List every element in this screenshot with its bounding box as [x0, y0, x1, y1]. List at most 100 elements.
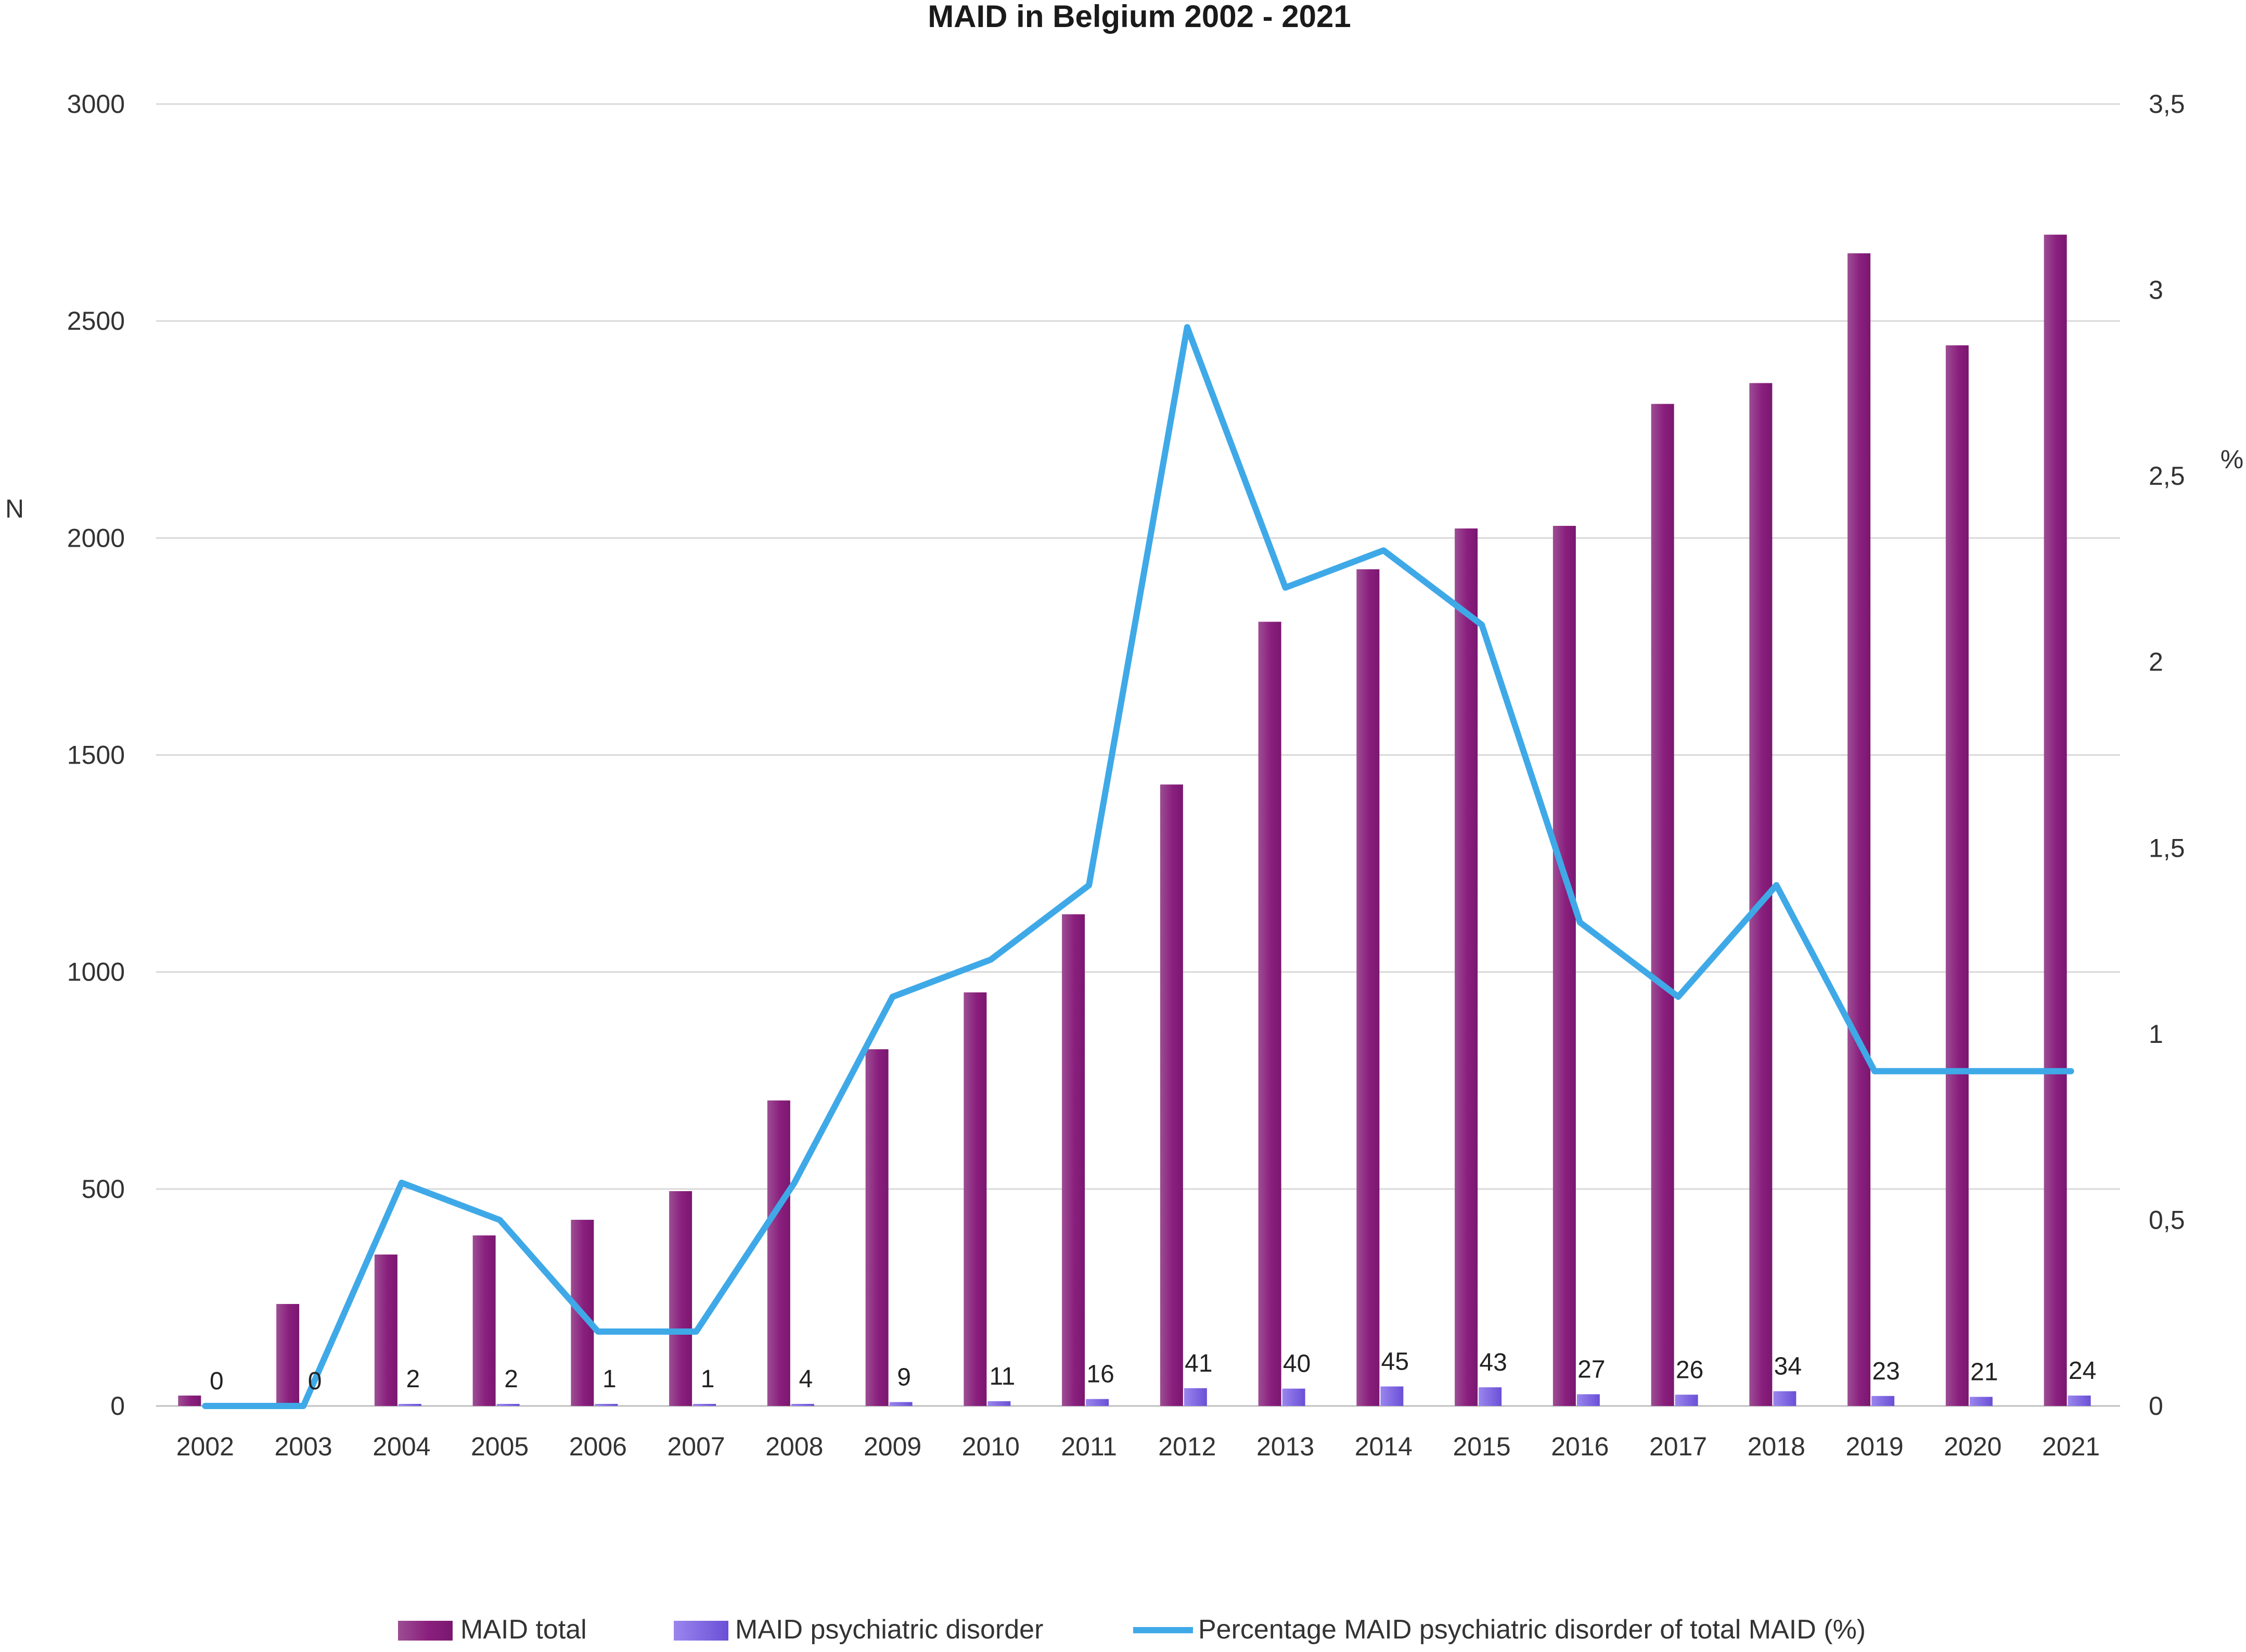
x-tick-label: 2012 [1158, 1432, 1216, 1461]
bar-maid-psychiatric [1969, 1397, 1993, 1406]
x-tick-label: 2003 [275, 1432, 332, 1461]
y-tick-label: 1000 [67, 958, 125, 987]
x-tick-label: 2014 [1355, 1432, 1413, 1461]
bar-maid-total [1847, 253, 1871, 1406]
y2-tick-label: 3,5 [2149, 89, 2185, 119]
bar-maid-psychiatric [889, 1402, 913, 1406]
bar-maid-psychiatric [987, 1401, 1011, 1406]
legend-label-percentage-line: Percentage MAID psychiatric disorder of … [1198, 1615, 1866, 1645]
data-label-psychiatric: 1 [701, 1365, 715, 1393]
bar-maid-psychiatric [1282, 1388, 1305, 1406]
legend-label-maid-total: MAID total [460, 1615, 587, 1645]
y-tick-label: 500 [82, 1175, 125, 1204]
legend-item-maid-psychiatric: MAID psychiatric disorder [674, 1615, 1043, 1645]
bar-maid-total [1356, 569, 1380, 1406]
bar-maid-total [472, 1235, 496, 1406]
bar-maid-total [1651, 404, 1674, 1406]
x-tick-label: 2016 [1551, 1432, 1609, 1461]
gridlines [156, 103, 2120, 1407]
bar-maid-total [1062, 914, 1085, 1406]
data-label-psychiatric: 2 [406, 1365, 420, 1393]
bar-maid-total [1552, 525, 1576, 1406]
bar-maid-psychiatric [1773, 1391, 1796, 1406]
series-percentage-line [202, 324, 2074, 1409]
y-tick-label: 2000 [67, 523, 125, 552]
y-axis-right: 0 0,5 1 1,5 2 2,5 3 3,5 [2149, 89, 2185, 1421]
y-axis-left-label: N [5, 494, 24, 523]
y-axis-left: 0 500 1000 1500 2000 2500 3000 [67, 89, 125, 1421]
x-tick-label: 2011 [1061, 1432, 1117, 1461]
data-label-psychiatric: 4 [799, 1365, 813, 1393]
data-label-psychiatric: 2 [504, 1365, 518, 1393]
y-axis-right-label: % [2221, 445, 2243, 474]
line-percentage [202, 324, 2074, 1409]
data-label-psychiatric: 26 [1676, 1356, 1703, 1384]
data-label-psychiatric: 45 [1381, 1348, 1409, 1375]
y-tick-label: 3000 [67, 89, 125, 119]
bar-maid-psychiatric [1479, 1387, 1502, 1406]
y2-tick-label: 1 [2149, 1019, 2163, 1049]
x-tick-label: 2015 [1453, 1432, 1511, 1461]
bar-maid-total [1455, 528, 1478, 1406]
bar-maid-total [767, 1100, 790, 1406]
x-tick-label: 2002 [176, 1432, 234, 1461]
chart-title: MAID in Belgium 2002 - 2021 [928, 0, 1351, 34]
x-tick-label: 2006 [569, 1432, 627, 1461]
data-label-psychiatric: 27 [1577, 1356, 1605, 1383]
data-label-psychiatric: 40 [1283, 1350, 1311, 1378]
bar-maid-total [964, 992, 987, 1406]
data-labels: 0 0 2 2 1 1 4 9 11 16 41 40 45 43 27 26 34 23 21 24 [210, 1348, 2096, 1395]
y-tick-label: 0 [110, 1391, 125, 1421]
x-tick-label: 2018 [1748, 1432, 1805, 1461]
x-tick-label: 2005 [471, 1432, 529, 1461]
data-label-psychiatric: 24 [2069, 1357, 2096, 1385]
bar-maid-psychiatric [1576, 1394, 1600, 1406]
legend-label-maid-psychiatric: MAID psychiatric disorder [735, 1615, 1043, 1645]
x-tick-label: 2019 [1846, 1432, 1904, 1461]
bar-maid-total [865, 1049, 889, 1406]
y2-tick-label: 2,5 [2149, 461, 2185, 491]
bar-maid-total [276, 1303, 300, 1406]
data-label-psychiatric: 9 [897, 1363, 911, 1391]
bar-maid-total [669, 1191, 692, 1406]
x-axis: 2002 2003 2004 2005 2006 2007 2008 2009 2010 2011… [176, 1432, 2100, 1461]
y-tick-label: 1500 [67, 741, 125, 770]
bar-maid-psychiatric [2068, 1395, 2091, 1406]
x-tick-label: 2021 [2042, 1432, 2100, 1461]
data-label-psychiatric: 1 [602, 1365, 617, 1393]
data-label-psychiatric: 11 [989, 1363, 1015, 1390]
bar-maid-psychiatric [1675, 1395, 1698, 1406]
data-label-psychiatric: 43 [1479, 1349, 1507, 1376]
x-tick-label: 2009 [864, 1432, 921, 1461]
bar-maid-total [1945, 345, 1969, 1406]
data-label-psychiatric: 23 [1872, 1358, 1900, 1385]
y2-tick-label: 0 [2149, 1391, 2163, 1421]
bar-maid-psychiatric [1380, 1386, 1404, 1406]
x-tick-label: 2020 [1944, 1432, 2001, 1461]
legend-swatch-maid-psychiatric [674, 1621, 728, 1641]
bar-maid-total [1160, 784, 1183, 1406]
bar-maid-psychiatric [693, 1404, 716, 1406]
data-label-psychiatric: 0 [308, 1367, 322, 1395]
bar-maid-total [2044, 235, 2067, 1406]
y-tick-label: 2500 [67, 306, 125, 335]
series-maid-total [178, 235, 2067, 1406]
x-tick-label: 2010 [962, 1432, 1020, 1461]
bar-maid-psychiatric [1086, 1399, 1109, 1406]
bar-maid-psychiatric [791, 1404, 814, 1406]
bar-maid-psychiatric [595, 1404, 618, 1406]
y2-tick-label: 1,5 [2149, 833, 2185, 862]
y2-tick-label: 3 [2149, 276, 2163, 305]
x-tick-label: 2004 [373, 1432, 430, 1461]
data-label-psychiatric: 0 [210, 1367, 224, 1395]
bar-maid-psychiatric [1184, 1388, 1207, 1406]
data-label-psychiatric: 41 [1185, 1350, 1212, 1377]
data-label-psychiatric: 16 [1086, 1361, 1114, 1388]
data-label-psychiatric: 21 [1970, 1358, 1998, 1386]
bar-maid-psychiatric [1871, 1396, 1895, 1406]
legend-item-maid-total: MAID total [398, 1615, 587, 1645]
x-tick-label: 2017 [1649, 1432, 1707, 1461]
x-tick-label: 2008 [765, 1432, 823, 1461]
